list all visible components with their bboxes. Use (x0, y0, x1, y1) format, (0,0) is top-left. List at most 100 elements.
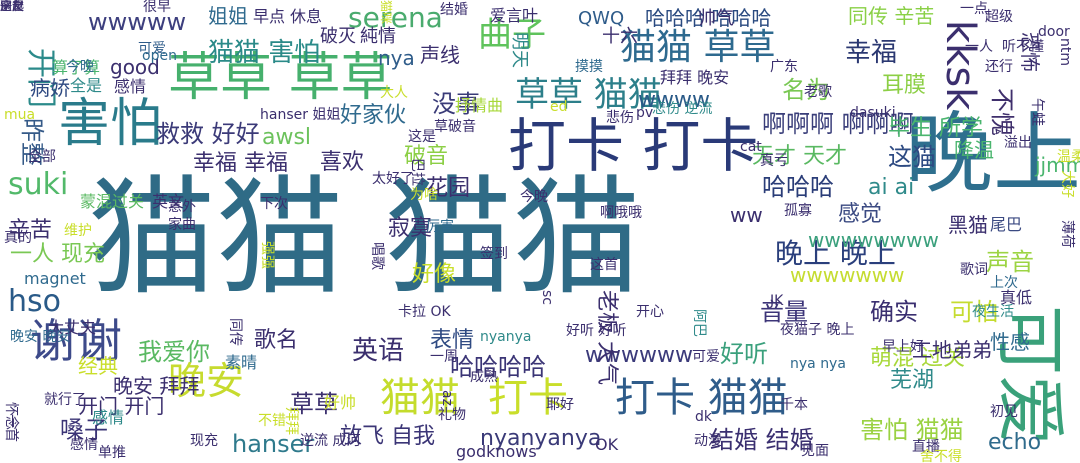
cloud-word: 真低 (1000, 288, 1033, 307)
cloud-word: 感情 (114, 77, 147, 96)
cloud-word: wwwwww (585, 343, 693, 368)
cloud-word: 直播 (912, 439, 940, 455)
cloud-word: 明天 (509, 32, 530, 68)
cloud-word: dk (695, 409, 712, 425)
cloud-word: 病娇 (30, 76, 70, 100)
cloud-word: 耳膜 (882, 73, 927, 98)
cloud-word: 拜拜 (283, 407, 299, 435)
cloud-word: ww (730, 203, 763, 227)
cloud-word: nya nya (790, 356, 846, 372)
cloud-word: ed (550, 99, 568, 115)
cloud-word: 英文 (152, 192, 185, 211)
cloud-word: 初见 (990, 404, 1018, 420)
cloud-word: 薄荷 (1059, 220, 1075, 248)
cloud-word: 唱歌 (369, 242, 385, 270)
cloud-word: 素晴 (225, 353, 258, 372)
cloud-word: 歌名 (254, 328, 299, 353)
cloud-word: 单推 (98, 445, 126, 461)
cloud-word: 全是 (70, 76, 103, 95)
cloud-word: 幸福 (845, 38, 898, 68)
cloud-word: 声音 (986, 248, 1034, 276)
cloud-word: 耶好 (546, 397, 574, 413)
cloud-word: 就行了 (44, 392, 86, 408)
cloud-word: 曲子 (478, 15, 546, 55)
cloud-word: kksk (937, 20, 983, 111)
cloud-word: 太好了 (372, 171, 414, 187)
cloud-word: 强强 (259, 241, 275, 269)
cloud-word: 孤寡 (784, 203, 812, 219)
cloud-word: 好听 好听 (566, 323, 627, 339)
cloud-word: 草草 猫猫 (515, 75, 662, 115)
cloud-word: 确实 (870, 298, 918, 326)
cloud-word: 没事 (432, 90, 480, 118)
cloud-word: 音量 (760, 298, 808, 326)
cloud-word: 礼物 (438, 407, 466, 423)
cloud-word: 帅气 (698, 8, 734, 29)
cloud-word: 打卡 猫猫 (615, 375, 788, 421)
cloud-word: 夜猫子 晚上 (780, 322, 855, 338)
cloud-word: 成熟 (470, 369, 498, 385)
cloud-word: wwwww (88, 8, 187, 36)
cloud-word: 猫猫 害怕 (208, 38, 321, 68)
cloud-word: godknows (456, 442, 537, 461)
cloud-word: 晚安 晚安 (10, 329, 71, 345)
cloud-word: 拜拜 晚安 (660, 68, 730, 87)
cloud-word: 早上好 (882, 339, 924, 355)
cloud-word: jjmm (1035, 153, 1080, 177)
cloud-word: 午蛙 (1029, 98, 1045, 126)
cloud-word: 十六 (602, 26, 638, 47)
cloud-word: 歌词 (960, 262, 988, 278)
cloud-word: 同传 (227, 318, 243, 346)
cloud-word: 还行 (985, 59, 1013, 75)
cloud-word: 喜欢 (320, 150, 365, 175)
cloud-word: 猫猫 猫猫 (88, 164, 641, 313)
cloud-word: 为啥 (410, 187, 438, 203)
cloud-word: 今晚 (520, 189, 548, 205)
cloud-word: az (439, 390, 455, 406)
cloud-word: OK (595, 435, 619, 454)
cloud-word: 可爱 (138, 41, 166, 57)
cloud-word: 打卡 打卡 (508, 112, 759, 180)
cloud-word: 同传 辛苦 (848, 4, 935, 28)
cloud-word: 结婚 结婚 (710, 426, 814, 454)
cloud-word: 感觉 (838, 202, 883, 227)
cloud-word: 一人 现充 (10, 242, 105, 267)
cloud-word: 动漫 (694, 433, 722, 449)
cloud-word: wwwwwww (790, 263, 905, 287)
cloud-word: 幸福 幸福 (193, 151, 288, 176)
cloud-word: 救救 好好 (156, 120, 260, 148)
cloud-word: 摸摸 (575, 59, 603, 75)
cloud-word: 英语 (352, 336, 405, 366)
cloud-word: 猫咪 (379, 0, 393, 25)
cloud-word: 现充 (190, 433, 218, 449)
cloud-word: 开心 (636, 304, 664, 320)
cloud-word: 大好 (1059, 170, 1075, 198)
cloud-word: 破音 (404, 144, 449, 169)
cloud-word: hanser 姐姐 (260, 107, 341, 123)
cloud-word: 一起 (0, 0, 25, 13)
cloud-word: 签到 (480, 246, 508, 262)
cloud-word: 花园 (426, 176, 471, 201)
cloud-word: 这是 (408, 129, 436, 145)
cloud-word: 工地弟弟 (912, 338, 992, 362)
cloud-word: 好帅 (324, 393, 357, 412)
cloud-word: 哈哈哈哈 (450, 353, 546, 381)
cloud-word: 草破音 (434, 119, 476, 135)
cloud-word: 可爱 (692, 349, 720, 365)
cloud-word: 猫猫 (380, 375, 460, 421)
cloud-word: 好家伙 (340, 103, 407, 128)
cloud-word: 姐姐 (208, 4, 248, 28)
cloud-word: pv (636, 105, 654, 121)
cloud-word: 谢谢 (30, 314, 122, 368)
cloud-word: 辛苦 (8, 218, 53, 243)
cloud-word: 哈哈哈 哈哈哈 (645, 6, 772, 30)
cloud-word: 黑猫 (948, 213, 988, 237)
cloud-word: 性感 (990, 330, 1030, 354)
cloud-word: QWQ (578, 8, 625, 29)
cloud-word: ai ai (868, 175, 915, 200)
cloud-word: 寂寞 (388, 216, 433, 241)
cloud-word: 嗓子 (60, 416, 108, 444)
cloud-word: 草草 草草 (168, 48, 393, 108)
cloud-word: serena (348, 1, 443, 34)
